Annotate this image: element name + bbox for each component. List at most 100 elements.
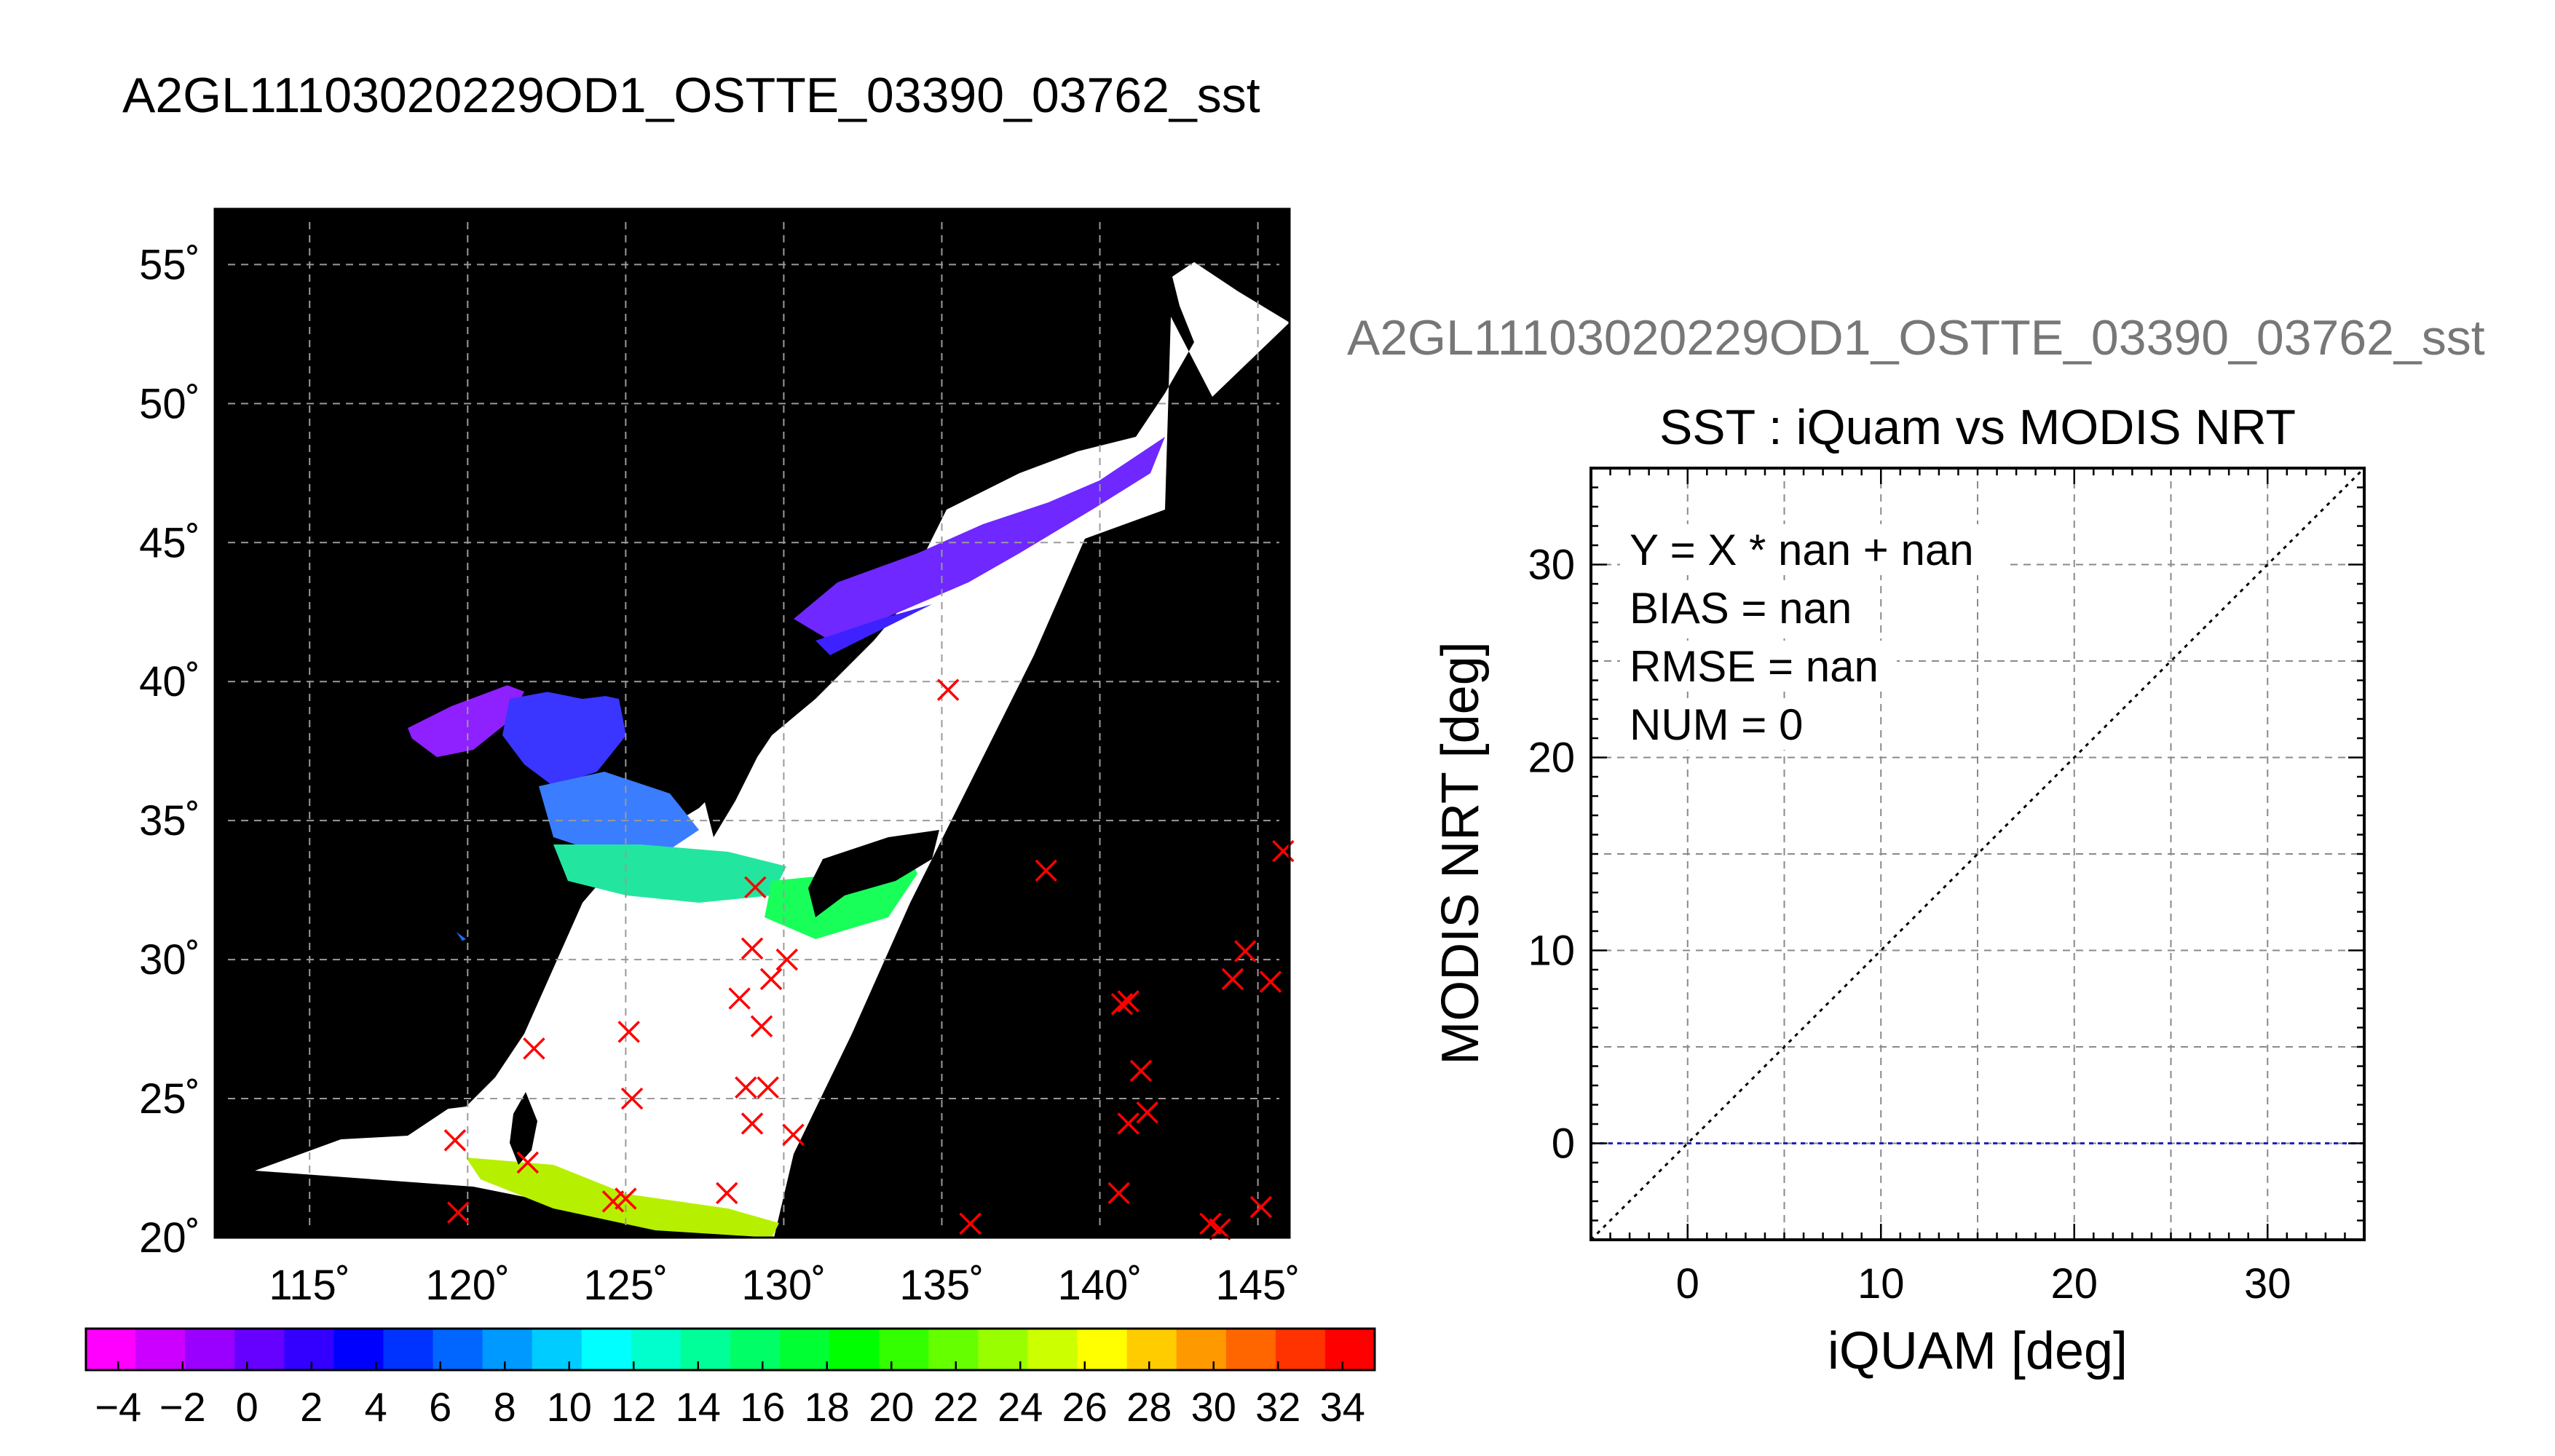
colorbar-swatch bbox=[482, 1329, 533, 1370]
map-lat-tick-label: 50˚ bbox=[139, 380, 200, 427]
colorbar-tick-label: 8 bbox=[494, 1384, 516, 1430]
marker-stroke bbox=[744, 876, 767, 899]
matchup-marker bbox=[1035, 859, 1057, 882]
marker-stroke bbox=[728, 987, 751, 1010]
stats-bias: BIAS = nan bbox=[1630, 584, 1852, 633]
marker-stroke bbox=[959, 1212, 982, 1235]
colorbar-swatch bbox=[1126, 1329, 1177, 1370]
colorbar-swatch bbox=[730, 1329, 781, 1370]
matchup-marker bbox=[775, 948, 798, 971]
stats-backdrop-1 bbox=[1620, 524, 2006, 575]
map-lat-tick-label: 40˚ bbox=[139, 658, 200, 705]
x-tick-label: 30 bbox=[2244, 1260, 2291, 1307]
map-lon-tick-label: 120˚ bbox=[425, 1262, 510, 1309]
marker-stroke bbox=[735, 1076, 757, 1099]
colorbar-tick-label: 26 bbox=[1062, 1384, 1107, 1430]
marker-stroke bbox=[1129, 1059, 1153, 1083]
map-tick-labels: 115˚ 120˚ 125˚ 130˚ 135˚ 140˚ 145˚ 20˚ 25˚ 30˚ 35˚… bbox=[139, 209, 1300, 1309]
colorbar-tick-label: 32 bbox=[1255, 1384, 1300, 1430]
stats-fit-equation: Y = X * nan + nan bbox=[1630, 526, 1974, 574]
colorbar-swatch bbox=[284, 1329, 334, 1370]
matchup-marker bbox=[741, 1112, 764, 1135]
matchup-marker bbox=[443, 1129, 467, 1152]
scatter-file-title: A2GL11103020229OD1_OSTTE_03390_03762_sst bbox=[1347, 310, 2485, 365]
x-tick-label: 0 bbox=[1676, 1260, 1699, 1307]
colorbar-tick-labels: −4 −2 0 2 4 6 8 10 12 14 16 18 20 22 24 26 28 30 32 34 bbox=[95, 1361, 1365, 1430]
matchup-marker bbox=[601, 1190, 625, 1213]
map-lon-tick-label: 135˚ bbox=[899, 1262, 984, 1309]
matchup-marker bbox=[759, 968, 783, 991]
matchup-marker bbox=[1117, 1112, 1140, 1135]
sst-colorbar: −4 −2 0 2 4 6 8 10 12 14 16 18 20 22 24 26 28 30 32 34 bbox=[84, 1327, 1376, 1430]
colorbar-swatch bbox=[780, 1329, 830, 1370]
matchup-marker bbox=[782, 1123, 805, 1146]
matchup-marker bbox=[1107, 1182, 1130, 1205]
reference-line-one-to-one bbox=[1591, 468, 2364, 1240]
matchup-marker bbox=[741, 937, 764, 960]
colorbar-tick-label: 22 bbox=[933, 1384, 979, 1430]
matchup-marker bbox=[744, 876, 767, 899]
land-kyushu bbox=[808, 830, 939, 917]
colorbar-tick-label: −2 bbox=[159, 1384, 206, 1430]
matchup-marker bbox=[1259, 970, 1282, 993]
matchup-marker bbox=[523, 1037, 545, 1060]
land-mask-west bbox=[215, 209, 947, 1201]
marker-stroke bbox=[1233, 940, 1257, 962]
sst-yellow-sea-blue bbox=[502, 688, 626, 786]
colorbar-swatch bbox=[1027, 1329, 1078, 1370]
colorbar-tick-label: 6 bbox=[429, 1384, 451, 1430]
colorbar-swatch bbox=[879, 1329, 929, 1370]
colorbar-swatch bbox=[928, 1329, 979, 1370]
map-frame bbox=[213, 207, 1291, 1239]
colorbar-swatch bbox=[581, 1329, 632, 1370]
stats-backdrop-4 bbox=[1620, 699, 1839, 750]
map-lat-tick-label: 55˚ bbox=[139, 241, 200, 288]
main-title: A2GL11103020229OD1_OSTTE_03390_03762_sst bbox=[122, 68, 1260, 123]
marker-stroke bbox=[1117, 1112, 1140, 1135]
matchup-marker bbox=[959, 1212, 982, 1235]
matchup-marker bbox=[1249, 1195, 1273, 1219]
map-swath bbox=[215, 209, 1290, 1238]
y-axis-label: MODIS NRT [deg] bbox=[1431, 641, 1490, 1065]
map-lon-tick-label: 130˚ bbox=[741, 1262, 826, 1309]
matchup-marker bbox=[516, 1151, 540, 1174]
marker-stroke bbox=[601, 1190, 625, 1213]
marker-stroke bbox=[617, 1021, 640, 1043]
colorbar-tick-label: 16 bbox=[740, 1384, 785, 1430]
colorbar-tick-label: 4 bbox=[365, 1384, 387, 1430]
marker-stroke bbox=[1259, 970, 1282, 993]
colorbar-tick-label: 28 bbox=[1126, 1384, 1172, 1430]
scatter-title: SST : iQuam vs MODIS NRT bbox=[1659, 400, 2296, 455]
colorbar-tick-label: 14 bbox=[676, 1384, 721, 1430]
sst-blue-north bbox=[816, 604, 932, 655]
marker-stroke bbox=[620, 1087, 644, 1110]
marker-stroke bbox=[936, 678, 960, 701]
y-tick-label: 30 bbox=[1528, 542, 1575, 589]
matchup-marker bbox=[1221, 968, 1244, 991]
stats-backdrop-2 bbox=[1620, 582, 1868, 633]
marker-stroke bbox=[782, 1123, 805, 1146]
colorbar-swatch bbox=[680, 1329, 731, 1370]
matchup-marker bbox=[620, 1087, 644, 1110]
map-lon-tick-label: 115˚ bbox=[269, 1262, 350, 1309]
marker-stroke bbox=[1199, 1212, 1222, 1235]
sst-yellow-green-south bbox=[466, 1158, 779, 1238]
marker-stroke bbox=[447, 1201, 470, 1224]
map-lat-tick-label: 25˚ bbox=[139, 1075, 200, 1123]
sst-east-china-sea-green bbox=[553, 844, 786, 903]
matchup-marker bbox=[1110, 992, 1134, 1016]
sst-purple-north bbox=[794, 437, 1165, 641]
marker-stroke bbox=[716, 1182, 738, 1205]
scatter-stats: Y = X * nan + nan BIAS = nan RMSE = nan … bbox=[1620, 524, 2006, 750]
colorbar-tick-label: 24 bbox=[998, 1384, 1043, 1430]
colorbar-tick-label: 18 bbox=[805, 1384, 850, 1430]
colorbar-tick-label: 34 bbox=[1320, 1384, 1365, 1430]
colorbar-tick-label: 10 bbox=[547, 1384, 592, 1430]
map-lat-tick-label: 30˚ bbox=[139, 936, 200, 984]
map-lon-tick-label: 145˚ bbox=[1216, 1262, 1300, 1309]
marker-stroke bbox=[759, 968, 783, 991]
x-tick-label: 20 bbox=[2050, 1260, 2098, 1307]
map-lat-tick-label: 20˚ bbox=[139, 1214, 200, 1262]
stats-rmse: RMSE = nan bbox=[1630, 642, 1879, 691]
